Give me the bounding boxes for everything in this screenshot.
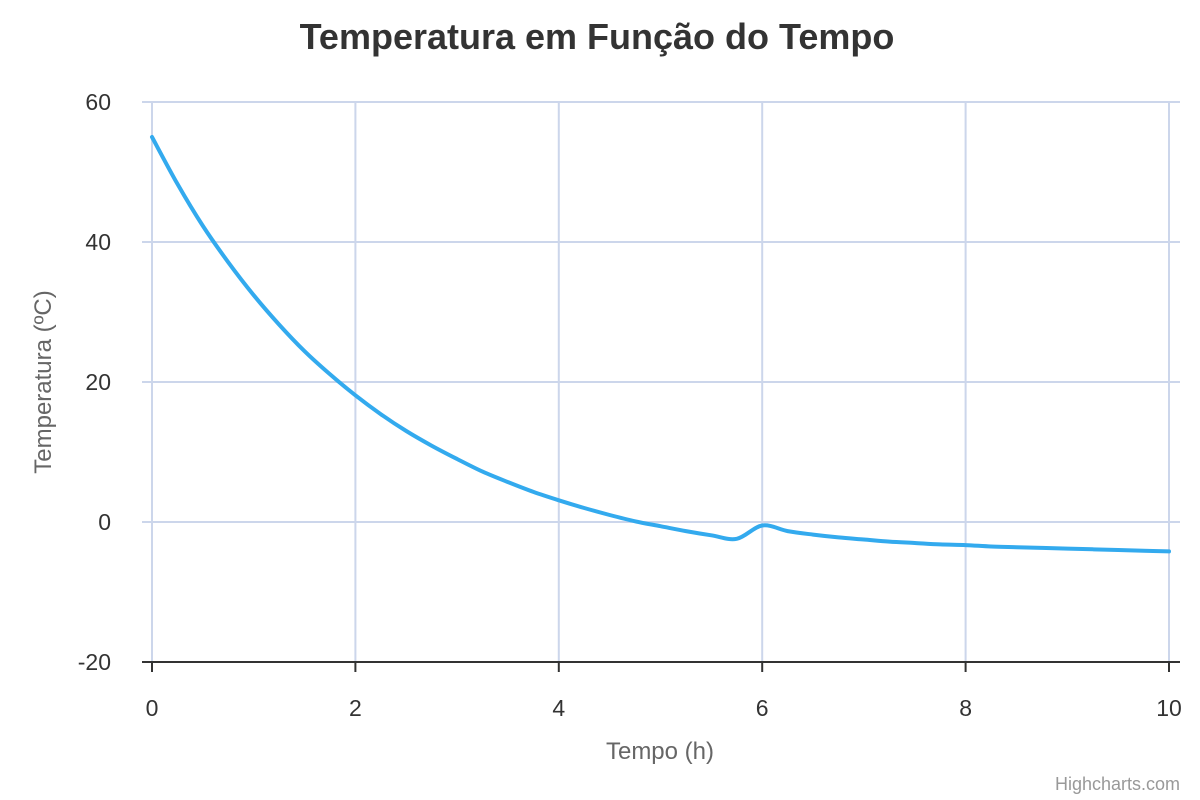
- chart-title: Temperatura em Função do Tempo: [300, 16, 895, 57]
- y-tick-label: -20: [78, 649, 111, 675]
- x-tick-label: 2: [349, 695, 362, 721]
- grid-lines: [142, 101, 1180, 662]
- x-tick-label: 8: [959, 695, 972, 721]
- series-layer: [150, 135, 1171, 554]
- y-axis-title: Temperatura (ºC): [30, 290, 57, 473]
- x-tick-label: 10: [1156, 695, 1182, 721]
- y-tick-label: 60: [85, 89, 111, 115]
- credits-link[interactable]: Highcharts.com: [1055, 774, 1180, 794]
- x-axis-title: Tempo (h): [606, 738, 714, 765]
- x-tick-label: 4: [552, 695, 565, 721]
- y-tick-label: 20: [85, 369, 111, 395]
- temperature-series-line[interactable]: [150, 135, 1171, 554]
- y-tick-label: 40: [85, 229, 111, 255]
- axes: -20 0 20 40 60 0 2 4 6 8 10: [78, 89, 1182, 721]
- y-tick-label: 0: [98, 509, 111, 535]
- x-tick-label: 6: [756, 695, 769, 721]
- x-tick-label: 0: [146, 695, 159, 721]
